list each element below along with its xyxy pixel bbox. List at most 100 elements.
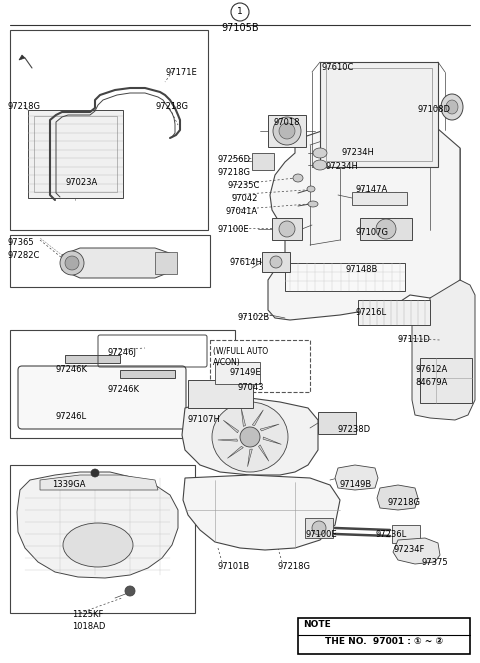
Text: 97148B: 97148B — [345, 265, 377, 274]
Text: 97105B: 97105B — [221, 23, 259, 33]
Bar — [305, 518, 333, 538]
Ellipse shape — [91, 469, 99, 477]
Ellipse shape — [308, 201, 318, 207]
Bar — [320, 62, 438, 167]
Polygon shape — [182, 398, 318, 475]
Bar — [392, 525, 420, 543]
Text: 97612A: 97612A — [415, 365, 447, 374]
Text: 97216L: 97216L — [356, 308, 387, 317]
Polygon shape — [412, 280, 475, 420]
Polygon shape — [335, 465, 378, 490]
Polygon shape — [62, 248, 175, 278]
Polygon shape — [40, 475, 158, 490]
Text: 97171E: 97171E — [165, 68, 197, 77]
Text: 97218G: 97218G — [155, 102, 188, 111]
Text: 84679A: 84679A — [415, 378, 447, 387]
Polygon shape — [183, 475, 340, 550]
Bar — [155, 252, 177, 274]
Ellipse shape — [376, 219, 396, 239]
Text: (W/FULL AUTO: (W/FULL AUTO — [213, 347, 268, 356]
Text: 97238D: 97238D — [337, 425, 370, 434]
Polygon shape — [393, 538, 440, 564]
Text: 97149B: 97149B — [340, 480, 372, 489]
Text: 97282C: 97282C — [8, 251, 40, 260]
Text: 97107H: 97107H — [188, 415, 221, 424]
Bar — [10, 330, 235, 438]
Text: 97111D: 97111D — [397, 335, 430, 344]
Text: 97042: 97042 — [232, 194, 258, 203]
Bar — [358, 300, 430, 325]
Polygon shape — [268, 118, 460, 320]
Text: 97102B: 97102B — [237, 313, 269, 322]
Polygon shape — [252, 410, 264, 426]
Text: 97100E: 97100E — [218, 225, 250, 234]
Text: 97018: 97018 — [273, 118, 300, 127]
FancyBboxPatch shape — [18, 366, 186, 429]
Text: 97101B: 97101B — [218, 562, 250, 571]
Ellipse shape — [63, 523, 133, 567]
Ellipse shape — [313, 160, 327, 170]
Text: 97246K: 97246K — [107, 385, 139, 394]
FancyBboxPatch shape — [210, 340, 310, 392]
Text: 97218G: 97218G — [278, 562, 311, 571]
Polygon shape — [248, 449, 252, 467]
Ellipse shape — [65, 256, 79, 270]
Bar — [420, 358, 472, 403]
Ellipse shape — [441, 94, 463, 120]
Bar — [34, 116, 117, 192]
Ellipse shape — [307, 186, 315, 192]
Polygon shape — [377, 485, 418, 510]
Text: 97234F: 97234F — [393, 545, 424, 554]
Bar — [298, 618, 470, 654]
Ellipse shape — [270, 256, 282, 268]
Text: 97147A: 97147A — [355, 185, 387, 194]
Text: 97235C: 97235C — [228, 181, 260, 190]
Bar — [360, 218, 412, 240]
Text: 97256D: 97256D — [218, 155, 251, 164]
Bar — [10, 30, 208, 230]
Text: 97149E: 97149E — [230, 368, 262, 377]
Polygon shape — [241, 408, 245, 426]
Bar — [272, 218, 302, 240]
Text: 97218G: 97218G — [388, 498, 421, 507]
Text: 97041A: 97041A — [225, 207, 257, 216]
Text: 1: 1 — [237, 7, 243, 17]
Text: 97234H: 97234H — [325, 162, 358, 171]
Text: NOTE: NOTE — [303, 620, 331, 629]
Ellipse shape — [231, 3, 249, 21]
Bar — [188, 380, 253, 408]
Text: 97023A: 97023A — [65, 178, 97, 187]
Ellipse shape — [279, 221, 295, 237]
Bar — [285, 263, 405, 291]
Bar — [215, 362, 260, 384]
Text: 1018AD: 1018AD — [72, 622, 106, 631]
Text: 97246J: 97246J — [107, 348, 136, 357]
Ellipse shape — [125, 586, 135, 596]
Ellipse shape — [312, 521, 326, 535]
Ellipse shape — [279, 123, 295, 139]
Polygon shape — [263, 437, 281, 444]
Bar — [65, 355, 120, 363]
Text: 97100E: 97100E — [305, 530, 336, 539]
Ellipse shape — [313, 148, 327, 158]
Polygon shape — [260, 424, 279, 431]
Text: 97614H: 97614H — [230, 258, 263, 267]
Text: 97246L: 97246L — [55, 412, 86, 421]
Text: 97107G: 97107G — [356, 228, 389, 237]
Text: 97236L: 97236L — [375, 530, 406, 539]
Bar — [120, 370, 175, 378]
Text: 97375: 97375 — [422, 558, 449, 567]
Bar — [10, 465, 195, 613]
Polygon shape — [17, 472, 178, 578]
Bar — [318, 412, 356, 434]
Ellipse shape — [240, 427, 260, 447]
Polygon shape — [223, 420, 239, 433]
Text: 97610C: 97610C — [322, 63, 354, 72]
Bar — [252, 153, 274, 170]
Bar — [268, 115, 306, 147]
Text: 1125KF: 1125KF — [72, 610, 103, 619]
Text: 97234H: 97234H — [341, 148, 374, 157]
Text: 97218G: 97218G — [218, 168, 251, 177]
Text: A/CON): A/CON) — [213, 358, 241, 367]
Ellipse shape — [212, 402, 288, 472]
